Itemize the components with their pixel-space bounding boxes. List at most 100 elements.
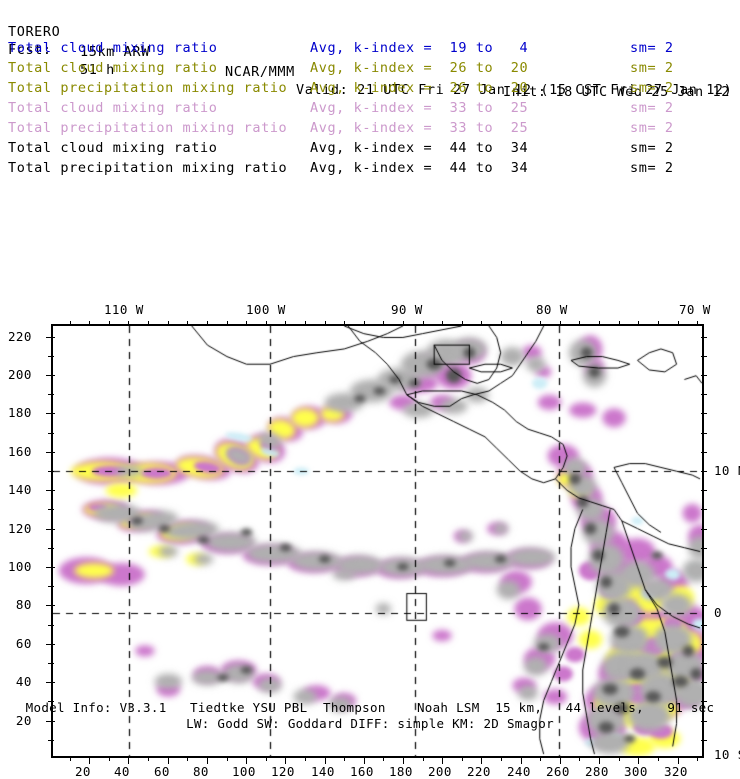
axis-tick-label: 10 N <box>714 463 740 478</box>
axis-tick <box>46 567 55 568</box>
legend-kindex: Avg, k-index = 44 to 34 <box>310 160 529 176</box>
axis-tick <box>619 756 620 761</box>
axis-tick <box>46 413 55 414</box>
axis-tick <box>658 321 659 326</box>
axis-tick <box>48 548 54 549</box>
axis-tick <box>560 756 561 764</box>
axis-tick-label: 90 W <box>391 302 423 317</box>
axis-tick <box>148 756 149 761</box>
legend-field-name: Total cloud mixing ratio <box>8 100 218 116</box>
axis-tick <box>701 413 707 414</box>
axis-tick <box>579 756 580 761</box>
model-center: NCAR/MMM <box>225 64 295 80</box>
axis-tick <box>46 490 55 491</box>
axis-tick <box>697 321 698 326</box>
map-field-canvas <box>53 326 702 756</box>
axis-tick <box>481 756 482 764</box>
fcst-hours: 51 h <box>80 62 115 78</box>
axis-tick <box>46 682 55 683</box>
axis-tick <box>423 321 424 326</box>
axis-tick <box>638 756 639 764</box>
legend-smoothing: sm= 2 <box>630 100 674 116</box>
axis-tick <box>46 605 55 606</box>
legend-smoothing: sm= 2 <box>630 140 674 156</box>
axis-tick-label: 140 <box>311 764 335 779</box>
axis-tick-label: 160 <box>350 764 374 779</box>
axis-tick <box>701 490 707 491</box>
axis-tick <box>48 356 54 357</box>
axis-tick <box>701 375 707 376</box>
axis-tick <box>266 321 267 326</box>
axis-tick <box>701 586 707 587</box>
axis-tick-label: 40 <box>114 764 130 779</box>
axis-tick <box>325 756 326 764</box>
axis-tick-label: 180 <box>389 764 413 779</box>
legend-row: Total cloud mixing ratio Avg, k-index = 3… <box>0 98 740 118</box>
axis-tick <box>168 756 169 764</box>
legend-row: Total precipitation mixing ratio Avg, k-i… <box>0 158 740 178</box>
legend-smoothing: sm= 2 <box>630 160 674 176</box>
axis-tick-label: 100 <box>8 559 32 574</box>
axis-tick <box>207 321 208 326</box>
axis-tick <box>701 682 707 683</box>
axis-tick-label: 0 <box>714 605 722 620</box>
axis-tick-label: 40 <box>8 674 32 689</box>
axis-tick <box>305 321 306 326</box>
axis-tick <box>540 756 541 761</box>
axis-tick <box>148 321 149 326</box>
axis-tick-label: 60 <box>154 764 170 779</box>
axis-tick <box>701 644 707 645</box>
axis-tick <box>70 321 71 326</box>
axis-tick <box>305 756 306 761</box>
legend-field-name: Total precipitation mixing ratio <box>8 80 288 96</box>
init-time-label: Init: 18 UTC Wed 25 Jan 12 <box>503 84 730 100</box>
legend-kindex: Avg, k-index = 19 to 4 <box>310 40 529 56</box>
legend-smoothing: sm= 2 <box>630 120 674 136</box>
axis-tick <box>48 509 54 510</box>
legend-row: Total cloud mixing ratio Avg, k-index = 2… <box>0 58 740 78</box>
axis-tick <box>678 756 679 764</box>
axis-tick <box>540 321 541 326</box>
axis-tick <box>46 452 55 453</box>
axis-tick <box>70 756 71 761</box>
axis-tick <box>701 701 707 702</box>
axis-tick <box>266 756 267 761</box>
legend-row: Total cloud mixing ratio Avg, k-index = 4… <box>0 138 740 158</box>
axis-tick <box>383 756 384 761</box>
axis-tick-label: 180 <box>8 405 32 420</box>
axis-tick <box>701 567 707 568</box>
legend-field-name: Total cloud mixing ratio <box>8 140 218 156</box>
axis-tick-label: 80 W <box>536 302 568 317</box>
axis-tick <box>701 452 707 453</box>
legend-kindex: Avg, k-index = 44 to 34 <box>310 140 529 156</box>
axis-tick <box>285 321 286 326</box>
axis-tick-label: 80 <box>8 597 32 612</box>
axis-tick <box>658 756 659 761</box>
valid-time-label: Valid: 21 UTC Fri 27 Jan 12 (15 CST Fri … <box>296 82 733 98</box>
axis-tick-label: 20 <box>75 764 91 779</box>
axis-tick-label: 280 <box>585 764 609 779</box>
map-frame[interactable] <box>51 324 704 758</box>
axis-tick <box>48 394 54 395</box>
axis-tick-label: 140 <box>8 482 32 497</box>
axis-tick-label: 220 <box>8 329 32 344</box>
axis-tick <box>285 756 286 764</box>
axis-tick <box>423 756 424 761</box>
axis-tick-label: 20 <box>8 713 32 728</box>
map-plot-panel: 20 40 60 80 100 120 140 160 180 200 220 240 260 280 30… <box>0 150 740 779</box>
axis-tick <box>701 356 707 357</box>
axis-tick <box>403 756 404 764</box>
axis-tick <box>46 721 55 722</box>
axis-tick <box>246 321 247 326</box>
axis-tick <box>701 625 707 626</box>
axis-tick <box>599 321 600 326</box>
footer-panel: Model Info: V3.3.1 Tiedtke YSU PBL Thomp… <box>0 700 740 732</box>
axis-tick <box>227 756 228 761</box>
legend-row: Total cloud mixing ratio Avg, k-index = 1… <box>0 38 740 58</box>
axis-tick <box>325 321 326 326</box>
axis-tick-label: 260 <box>546 764 570 779</box>
legend-field-name: Total cloud mixing ratio <box>8 40 218 56</box>
axis-tick <box>168 321 169 326</box>
axis-tick <box>599 756 600 764</box>
axis-tick <box>46 337 55 338</box>
